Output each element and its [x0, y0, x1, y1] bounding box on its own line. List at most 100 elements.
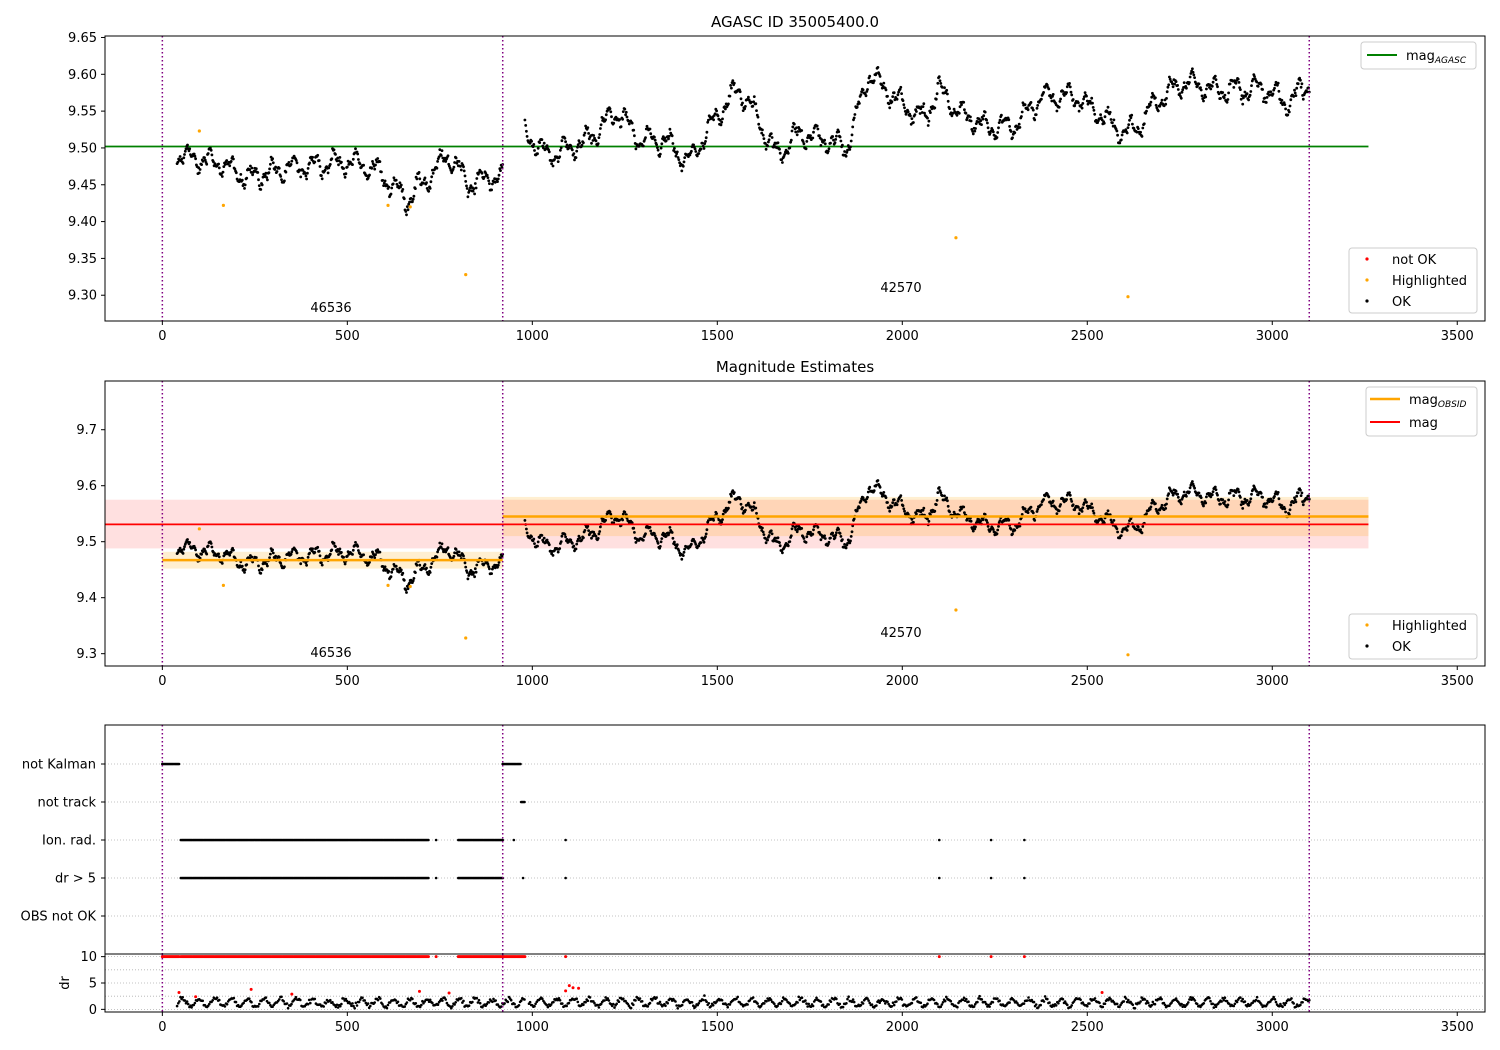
- ok-point: [974, 122, 978, 125]
- ok-point: [289, 552, 293, 556]
- ok-point: [1286, 113, 1290, 117]
- ok-point: [766, 144, 769, 148]
- ok-point: [707, 519, 710, 522]
- dr-point: [354, 1001, 358, 1005]
- panel1-x-ticks: 0 500 1000 1500 2000 2500 3000 3500: [158, 321, 1474, 344]
- dr-point: [746, 1003, 749, 1006]
- ok-point: [536, 544, 539, 548]
- ok-point: [721, 110, 725, 114]
- ok-point: [184, 147, 188, 151]
- dr-point: [1122, 1000, 1126, 1003]
- ok-point: [781, 551, 784, 555]
- ok-point: [1180, 90, 1184, 94]
- ok-point: [365, 561, 368, 565]
- ok-point: [578, 141, 582, 145]
- ok-point: [910, 117, 914, 120]
- ok-point: [1222, 96, 1226, 100]
- dr-point: [680, 1003, 684, 1007]
- ok-point: [383, 179, 387, 183]
- ok-point: [800, 527, 804, 530]
- ok-point: [1026, 108, 1030, 112]
- ok-point: [621, 117, 624, 121]
- ok-point: [659, 146, 663, 150]
- ok-point: [1219, 97, 1222, 100]
- dr-point: [1190, 998, 1193, 1001]
- dr-point: [567, 1001, 571, 1005]
- ok-point: [602, 117, 605, 120]
- ok-point: [1228, 491, 1232, 495]
- dr-point: [835, 997, 838, 1001]
- ok-point: [295, 161, 299, 165]
- ok-point: [875, 72, 878, 75]
- ok-point: [848, 148, 852, 151]
- ok-point: [690, 542, 693, 546]
- ok-point: [1031, 108, 1035, 112]
- ok-point: [438, 148, 442, 152]
- ok-point: [1236, 488, 1240, 491]
- ok-point: [1174, 80, 1178, 83]
- ok-point: [900, 499, 903, 502]
- ok-point: [809, 530, 812, 534]
- ok-point: [752, 100, 755, 104]
- ok-point: [176, 160, 180, 164]
- ok-point: [228, 164, 232, 168]
- ok-point: [937, 75, 941, 79]
- ok-point: [1128, 118, 1131, 122]
- ok-point: [594, 534, 598, 538]
- panel1-obsid-label-1: 46536: [310, 301, 351, 316]
- ok-point: [598, 133, 602, 136]
- ok-point: [245, 563, 249, 566]
- ok-point: [1227, 498, 1230, 502]
- dr-point: [996, 997, 999, 1000]
- ok-point: [305, 563, 308, 567]
- ok-point: [1090, 96, 1094, 100]
- ok-point: [1047, 87, 1051, 91]
- ok-point: [890, 100, 894, 104]
- panel2-legend-top: magOBSID mag: [1365, 386, 1478, 437]
- ok-point: [444, 160, 448, 163]
- ok-point: [786, 544, 790, 548]
- dr-point: [1160, 997, 1163, 1001]
- ok-point: [1305, 90, 1309, 94]
- ok-point: [969, 115, 972, 119]
- ok-point: [1288, 508, 1292, 512]
- ok-point: [671, 142, 675, 145]
- ok-point: [371, 162, 375, 166]
- dr-point: [280, 995, 283, 999]
- ok-point: [675, 543, 679, 547]
- dr-point: [1139, 1000, 1142, 1003]
- dr-point: [441, 999, 444, 1002]
- ok-point: [1109, 518, 1113, 522]
- ok-point: [1011, 532, 1014, 536]
- ok-point: [1026, 511, 1030, 514]
- dr-point: [533, 1004, 536, 1008]
- dr-point: [454, 1001, 458, 1004]
- ok-point: [1200, 500, 1204, 504]
- highlighted-point: [408, 205, 412, 209]
- ok-point: [446, 546, 450, 550]
- dr-point: [286, 1006, 290, 1010]
- ok-point: [473, 182, 477, 185]
- ok-point: [1040, 97, 1043, 101]
- ok-point: [866, 81, 870, 84]
- ok-point: [268, 167, 271, 171]
- ok-point: [405, 213, 408, 217]
- ok-point: [937, 486, 941, 489]
- ok-point: [656, 541, 660, 545]
- ok-point: [1018, 524, 1022, 528]
- ok-point: [399, 568, 403, 572]
- ok-point: [192, 152, 196, 156]
- ok-point: [366, 176, 370, 180]
- dr-point: [426, 998, 430, 1002]
- ok-point: [1216, 493, 1219, 497]
- dr-point: [225, 1003, 229, 1006]
- ok-point: [935, 499, 939, 502]
- ok-point: [488, 567, 491, 571]
- ok-point: [823, 142, 827, 146]
- ok-point: [1085, 94, 1088, 98]
- dr-point: [586, 999, 590, 1003]
- ok-point: [274, 165, 277, 169]
- ok-point: [1068, 491, 1071, 494]
- ok-point: [536, 146, 540, 150]
- ok-point: [217, 162, 221, 166]
